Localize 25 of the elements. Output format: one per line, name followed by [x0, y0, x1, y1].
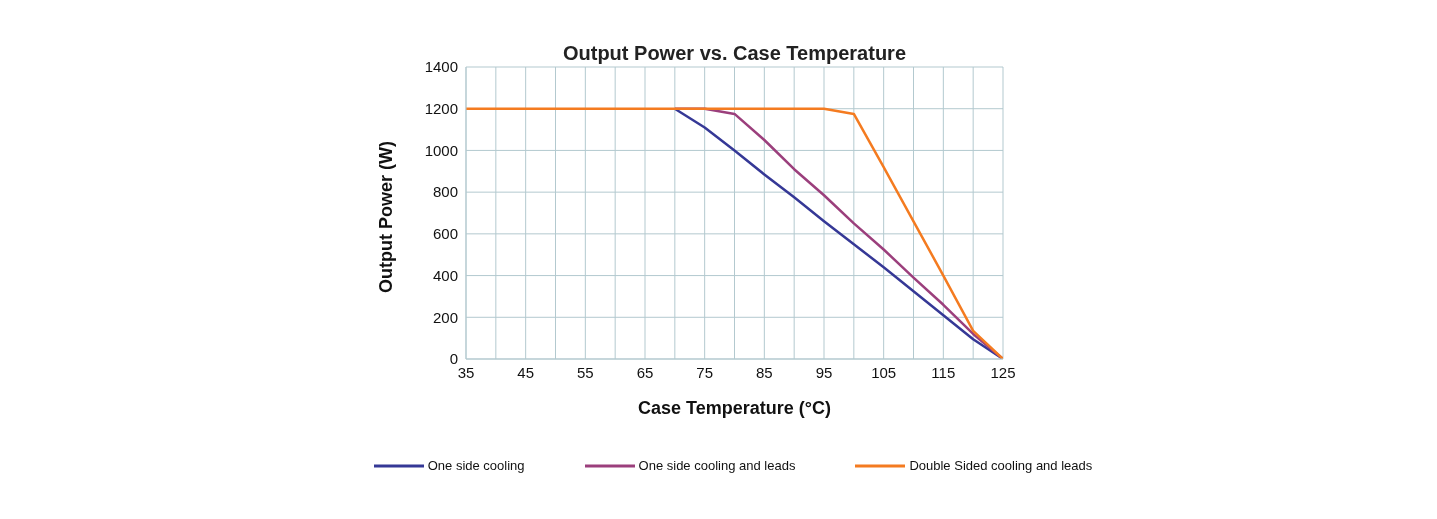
y-tick-label: 200 [432, 308, 458, 326]
x-tick-label: 115 [931, 363, 956, 381]
y-tick-label: 600 [432, 225, 458, 243]
x-tick-label: 35 [457, 363, 475, 381]
chart-title: Output Power vs. Case Temperature [561, 42, 908, 65]
y-tick-label: 800 [432, 183, 458, 201]
line-series [673, 107, 1003, 359]
x-tick-label: 125 [990, 363, 1016, 381]
x-tick-label: 65 [636, 363, 654, 381]
legend-label: One side cooling [427, 458, 525, 473]
y-tick-label: 0 [449, 350, 458, 368]
legend-label: One side cooling and leads [638, 458, 796, 473]
legend-label: Double Sided cooling and leads [909, 458, 1093, 473]
y-tick-label: 1200 [424, 100, 458, 118]
y-tick-label: 1400 [424, 58, 458, 76]
x-tick-label: 105 [871, 363, 897, 381]
x-axis-title: Case Temperature (°C) [638, 398, 831, 418]
x-tick-label: 45 [517, 363, 535, 381]
x-tick-label: 75 [696, 363, 714, 381]
y-axis-title: Output Power (W) [376, 141, 397, 293]
y-tick-label: 1000 [424, 141, 458, 159]
y-tick-label: 400 [432, 266, 458, 284]
x-tick-label: 55 [576, 363, 594, 381]
x-tick-label: 95 [815, 363, 833, 381]
x-tick-label: 85 [755, 363, 773, 381]
